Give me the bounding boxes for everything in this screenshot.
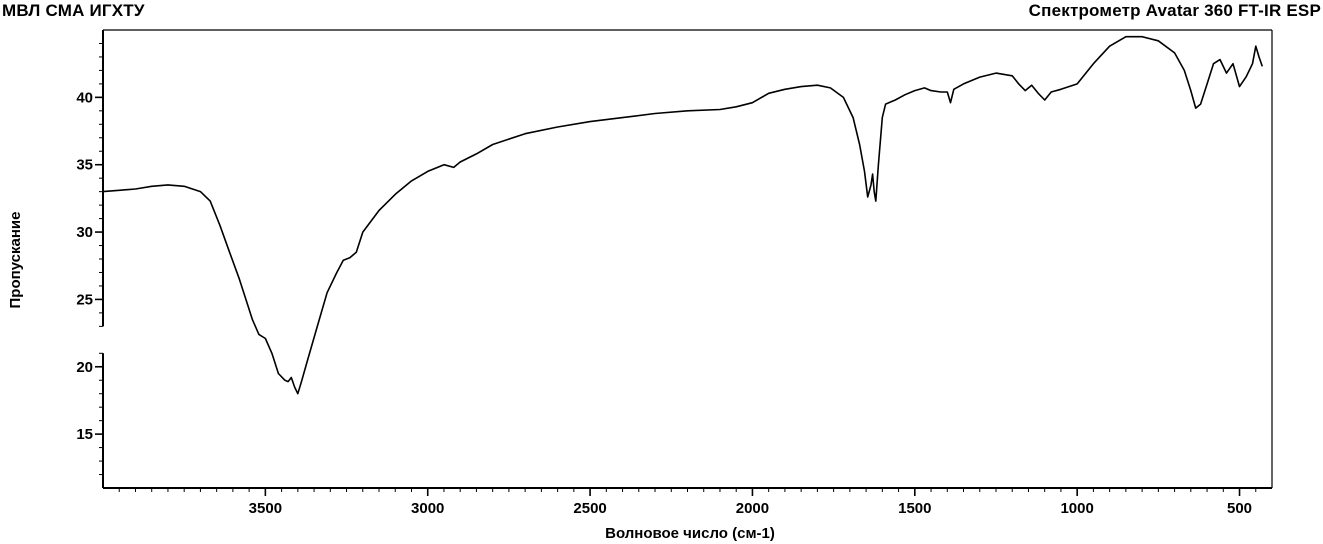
x-axis-ticks: 3500 3000 2500 2000 1500 1000 500 xyxy=(118,488,1257,517)
y-tick-label: 15 xyxy=(76,426,93,443)
y-tick-label: 20 xyxy=(76,359,93,376)
x-tick-label: 3500 xyxy=(249,500,282,517)
y-tick-label: 40 xyxy=(76,89,93,106)
spectrum-line xyxy=(102,35,1264,395)
y-tick-label: 30 xyxy=(76,224,93,241)
header-spectrometer: Спектрометр Avatar 360 FT-IR ESP xyxy=(1028,1,1321,20)
x-tick-label: 2500 xyxy=(573,500,606,517)
y-tick-label: 35 xyxy=(76,157,93,174)
plot-frame xyxy=(102,29,1273,489)
y-axis-ticks: 15 20 25 30 35 40 xyxy=(76,42,103,476)
x-tick-label: 500 xyxy=(1227,500,1252,517)
x-tick-label: 3000 xyxy=(411,500,444,517)
x-tick-label: 2000 xyxy=(736,500,769,517)
x-axis-title: Волновое число (см-1) xyxy=(605,525,775,542)
y-axis-title: Пропускание xyxy=(7,212,24,309)
series-layer xyxy=(102,35,1264,395)
x-tick-label: 1500 xyxy=(898,500,931,517)
header-lab-name: МВЛ СМА ИГХТУ xyxy=(2,1,145,20)
x-tick-label: 1000 xyxy=(1060,500,1093,517)
y-tick-label: 25 xyxy=(76,291,93,308)
